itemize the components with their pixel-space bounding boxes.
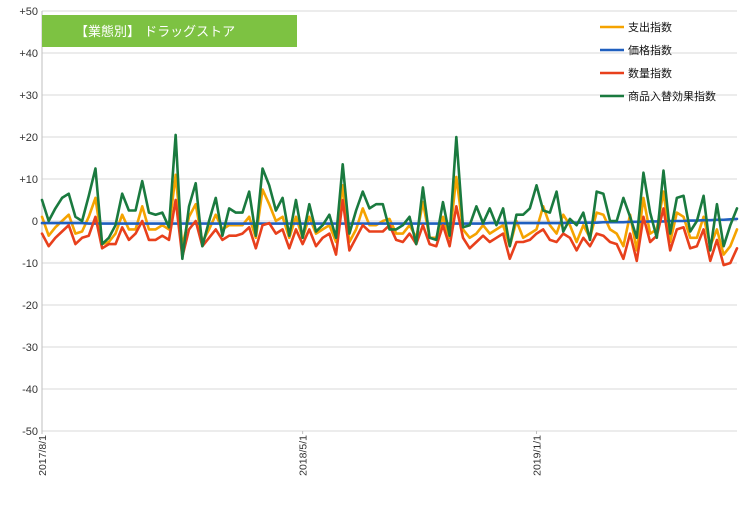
chart-title: 【業態別】 ドラッグストア: [75, 24, 235, 40]
x-tick-label: 2018/5/1: [298, 435, 310, 476]
y-tick-label: +30: [19, 90, 38, 102]
series-lines: [40, 133, 739, 267]
legend-label: 商品入替効果指数: [628, 89, 716, 103]
series-line-1: [40, 217, 739, 225]
legend-label: 価格指数: [628, 43, 672, 57]
legend-label: 数量指数: [628, 66, 672, 80]
x-tick-label: 2019/1/1: [532, 435, 544, 476]
series-line-3: [40, 133, 739, 261]
y-tick-label: +40: [19, 48, 38, 60]
y-tick-label: +50: [19, 6, 38, 18]
chart-title-box: 【業態別】 ドラッグストア: [42, 15, 297, 47]
legend-label: 支出指数: [628, 20, 672, 34]
chart-title-background: [42, 15, 297, 47]
y-tick-label: -10: [22, 258, 38, 270]
y-tick-label: +10: [19, 174, 38, 186]
x-tick-label: 2017/8/1: [37, 435, 49, 476]
y-tick-label: +20: [19, 132, 38, 144]
y-tick-label: -50: [22, 426, 38, 438]
y-tick-label: -30: [22, 342, 38, 354]
y-tick-label: -40: [22, 384, 38, 396]
y-tick-label: 0: [32, 216, 38, 228]
series-line-0: [40, 173, 739, 256]
y-tick-label: -20: [22, 300, 38, 312]
